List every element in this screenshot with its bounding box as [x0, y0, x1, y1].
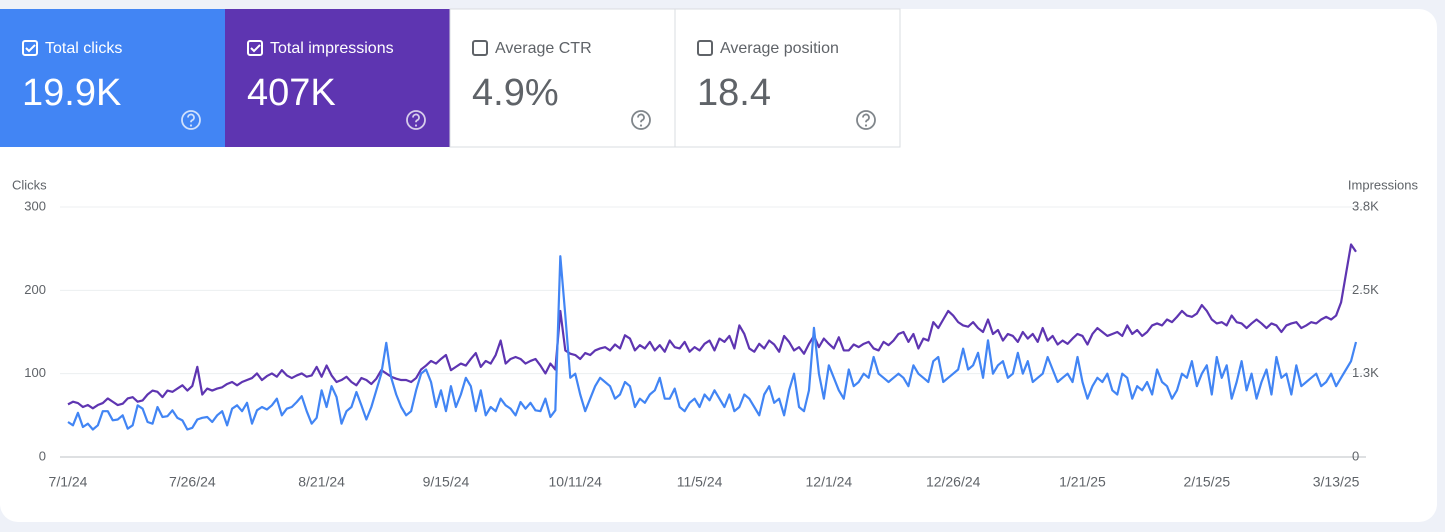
help-icon[interactable] [181, 110, 201, 130]
x-tick-label: 3/13/25 [1313, 474, 1360, 490]
metric-card[interactable]: Average CTR 4.9% [449, 8, 676, 148]
y2-tick-label: 1.3K [1352, 365, 1379, 380]
help-icon[interactable] [406, 110, 426, 130]
y-tick-label: 300 [24, 198, 46, 213]
metric-card[interactable]: Total clicks 19.9K [0, 9, 225, 147]
y2-tick-label: 2.5K [1352, 282, 1379, 297]
y-tick-label: 100 [24, 365, 46, 380]
x-tick-label: 1/21/25 [1059, 474, 1106, 490]
y2-tick-label: 3.8K [1352, 198, 1379, 213]
help-icon-glyph [412, 113, 420, 123]
help-icon-dot [864, 124, 868, 127]
help-icon[interactable] [631, 110, 651, 130]
card-label: Total clicks [45, 40, 122, 57]
help-icon-glyph [187, 113, 195, 123]
checkmark [250, 44, 261, 53]
x-tick-label: 7/26/24 [169, 474, 216, 490]
card-label: Total impressions [270, 40, 394, 57]
help-icon-dot [414, 124, 418, 127]
help-icon-dot [189, 124, 193, 127]
x-tick-label: 7/1/24 [49, 474, 88, 490]
card-label: Average CTR [495, 40, 592, 57]
y2-axis-title: Impressions [1348, 177, 1419, 192]
x-tick-label: 11/5/24 [677, 474, 723, 490]
checkmark [25, 44, 36, 53]
x-tick-label: 10/11/24 [549, 474, 603, 490]
card-background [449, 8, 676, 148]
checkbox[interactable] [247, 40, 263, 56]
metric-card[interactable]: Total impressions 407K [225, 9, 450, 147]
checkbox[interactable] [22, 40, 38, 56]
help-icon-glyph [862, 113, 870, 123]
card-value: 19.9K [22, 72, 121, 114]
x-tick-label: 2/15/25 [1183, 474, 1230, 490]
x-tick-label: 12/1/24 [806, 474, 853, 490]
help-icon[interactable] [856, 110, 876, 130]
x-tick-label: 12/26/24 [926, 474, 981, 490]
help-icon-dot [639, 124, 643, 127]
metric-card[interactable]: Average position 18.4 [674, 8, 901, 148]
help-icon-glyph [637, 113, 645, 123]
y-tick-label: 200 [24, 282, 46, 297]
checkbox[interactable] [472, 40, 488, 56]
x-tick-label: 8/21/24 [298, 474, 345, 490]
y2-tick-label: 0 [1352, 448, 1359, 463]
y-axis-title: Clicks [12, 177, 47, 192]
card-value: 4.9% [472, 72, 559, 114]
x-tick-label: 9/15/24 [423, 474, 470, 490]
series-line [67, 243, 1357, 410]
card-label: Average position [720, 40, 839, 57]
card-background [225, 9, 450, 147]
checkbox[interactable] [697, 40, 713, 56]
card-value: 18.4 [697, 72, 771, 114]
card-background [0, 9, 225, 147]
card-value: 407K [247, 72, 336, 114]
y-tick-label: 0 [39, 448, 46, 463]
card-background [674, 8, 901, 148]
series-line [67, 255, 1358, 431]
